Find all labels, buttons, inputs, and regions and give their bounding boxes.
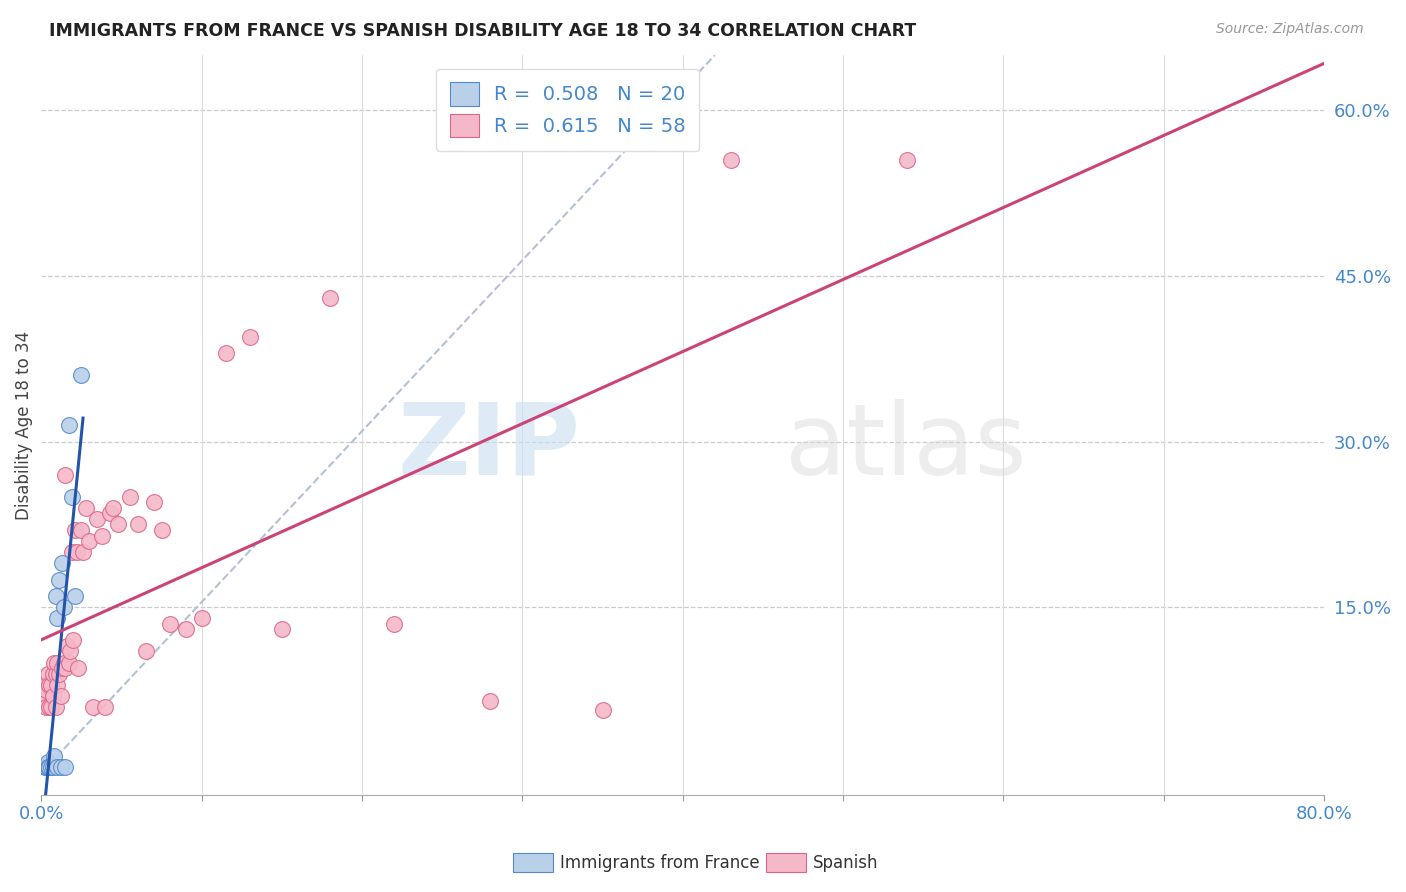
Point — [55, 760, 77, 774]
Legend: R =  0.508   N = 20, R =  0.615   N = 58: R = 0.508 N = 20, R = 0.615 N = 58 — [436, 69, 699, 151]
Text: Immigrants from France: Immigrants from France — [560, 854, 759, 871]
Point — [45, 589, 67, 603]
Point — [58, 418, 80, 433]
Point — [38, 699, 60, 714]
Point — [319, 291, 342, 305]
Point — [82, 699, 104, 714]
Point — [51, 661, 73, 675]
Point — [67, 661, 90, 675]
Point — [63, 589, 86, 603]
Point — [46, 678, 69, 692]
Text: Source: ZipAtlas.com: Source: ZipAtlas.com — [1216, 22, 1364, 37]
Point — [215, 346, 238, 360]
Point — [107, 517, 129, 532]
Point — [44, 749, 66, 764]
Point — [37, 760, 59, 774]
Point — [39, 678, 62, 692]
Point — [98, 507, 121, 521]
Point — [56, 639, 79, 653]
Point — [118, 490, 141, 504]
Point — [35, 683, 58, 698]
Point — [37, 666, 59, 681]
Point — [592, 703, 614, 717]
Y-axis label: Disability Age 18 to 34: Disability Age 18 to 34 — [15, 331, 32, 520]
Point — [75, 500, 97, 515]
Point — [60, 545, 83, 559]
Point — [174, 623, 197, 637]
Point — [270, 623, 292, 637]
Point — [55, 467, 77, 482]
Point — [48, 573, 70, 587]
Point — [239, 330, 262, 344]
Point — [150, 523, 173, 537]
Point — [39, 699, 62, 714]
Point — [52, 656, 75, 670]
Point — [45, 699, 67, 714]
Point — [91, 528, 114, 542]
Point — [65, 545, 87, 559]
Point — [52, 600, 75, 615]
Point — [135, 644, 157, 658]
Point — [58, 656, 80, 670]
Text: ZIP: ZIP — [398, 399, 581, 496]
Point — [190, 611, 212, 625]
Point — [34, 678, 56, 692]
Point — [720, 153, 742, 167]
Point — [32, 689, 55, 703]
Point — [55, 661, 77, 675]
Point — [49, 689, 72, 703]
Text: IMMIGRANTS FROM FRANCE VS SPANISH DISABILITY AGE 18 TO 34 CORRELATION CHART: IMMIGRANTS FROM FRANCE VS SPANISH DISABI… — [49, 22, 917, 40]
Point — [103, 500, 125, 515]
Point — [41, 666, 63, 681]
Point — [86, 512, 108, 526]
Point — [72, 545, 94, 559]
Point — [142, 495, 165, 509]
Point — [41, 760, 63, 774]
Point — [41, 689, 63, 703]
Point — [382, 616, 405, 631]
Point — [127, 517, 149, 532]
Point — [60, 490, 83, 504]
Point — [63, 523, 86, 537]
Point — [39, 760, 62, 774]
Point — [62, 633, 84, 648]
Point — [94, 699, 117, 714]
Text: Spanish: Spanish — [813, 854, 879, 871]
Point — [45, 666, 67, 681]
Point — [35, 760, 58, 774]
Point — [38, 760, 60, 774]
Point — [51, 556, 73, 570]
Point — [70, 523, 93, 537]
Text: atlas: atlas — [786, 399, 1026, 496]
Point — [46, 611, 69, 625]
Point — [38, 678, 60, 692]
Point — [35, 699, 58, 714]
Point — [479, 694, 502, 708]
Point — [896, 153, 918, 167]
Point — [159, 616, 181, 631]
Point — [79, 534, 101, 549]
Point — [70, 368, 93, 383]
Point — [48, 666, 70, 681]
Point — [34, 760, 56, 774]
Point — [44, 656, 66, 670]
Point — [46, 656, 69, 670]
Point — [59, 644, 82, 658]
Point — [46, 760, 69, 774]
Point — [49, 760, 72, 774]
Point — [37, 755, 59, 769]
